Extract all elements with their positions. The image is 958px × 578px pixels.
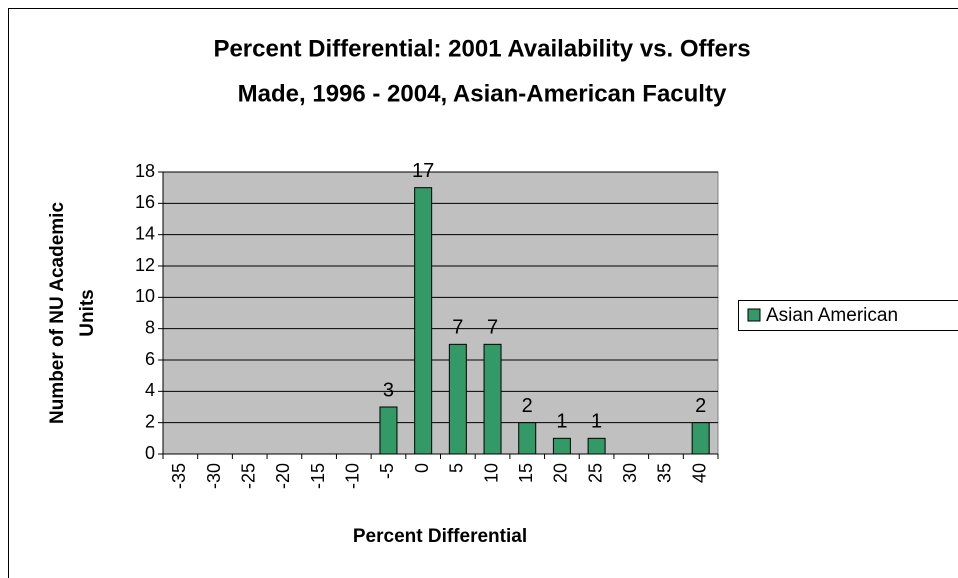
bar — [552, 437, 571, 455]
x-tick-label: 35 — [655, 463, 675, 483]
y-tick-label: 2 — [145, 411, 155, 431]
data-label: 2 — [695, 395, 706, 417]
x-tick-label: 25 — [585, 463, 605, 483]
x-tick-label: -15 — [308, 463, 328, 489]
chart-title: Percent Differential: 2001 Availability … — [213, 35, 750, 62]
plot-area — [162, 171, 719, 455]
x-tick-label: 15 — [516, 463, 536, 483]
chart-title: Made, 1996 - 2004, Asian-American Facult… — [238, 80, 727, 107]
legend-box — [738, 300, 958, 331]
bar — [448, 343, 467, 455]
y-tick-label: 10 — [135, 286, 155, 306]
x-tick-label: -35 — [169, 463, 189, 489]
y-tick-label: 8 — [145, 317, 155, 337]
data-label: 7 — [452, 317, 463, 339]
x-tick-label: 30 — [620, 463, 640, 483]
y-tick-label: 12 — [135, 255, 155, 275]
y-tick-label: 16 — [135, 192, 155, 212]
x-tick-label: -25 — [238, 463, 258, 489]
bar — [483, 343, 502, 455]
data-label: 17 — [412, 160, 434, 182]
x-tick-label: -10 — [343, 463, 363, 489]
x-tick-label: 10 — [481, 463, 501, 483]
legend-swatch — [747, 308, 761, 322]
data-label: 3 — [383, 379, 394, 401]
x-axis-label: Percent Differential — [353, 526, 527, 547]
y-tick-label: 18 — [135, 161, 155, 181]
x-tick-label: -30 — [204, 463, 224, 489]
y-tick-label: 4 — [145, 380, 155, 400]
bar — [691, 422, 710, 455]
data-label: 7 — [487, 317, 498, 339]
data-label: 1 — [591, 411, 602, 433]
x-tick-label: 40 — [689, 463, 709, 483]
y-axis-label: Number of NU Academic — [47, 202, 68, 424]
x-tick-label: 0 — [412, 463, 432, 473]
x-tick-label: 20 — [551, 463, 571, 483]
y-tick-label: 0 — [145, 443, 155, 463]
y-tick-label: 6 — [145, 349, 155, 369]
data-label: 1 — [556, 411, 567, 433]
bar — [518, 422, 537, 455]
y-axis-label: Units — [77, 289, 98, 337]
x-tick-label: 5 — [447, 463, 467, 473]
y-tick-label: 14 — [135, 223, 155, 243]
bar — [379, 406, 398, 455]
x-tick-label: -5 — [377, 463, 397, 479]
bar — [587, 437, 606, 455]
x-tick-label: -20 — [273, 463, 293, 489]
data-label: 2 — [522, 395, 533, 417]
bar — [414, 187, 433, 455]
legend-label: Asian American — [766, 305, 898, 326]
